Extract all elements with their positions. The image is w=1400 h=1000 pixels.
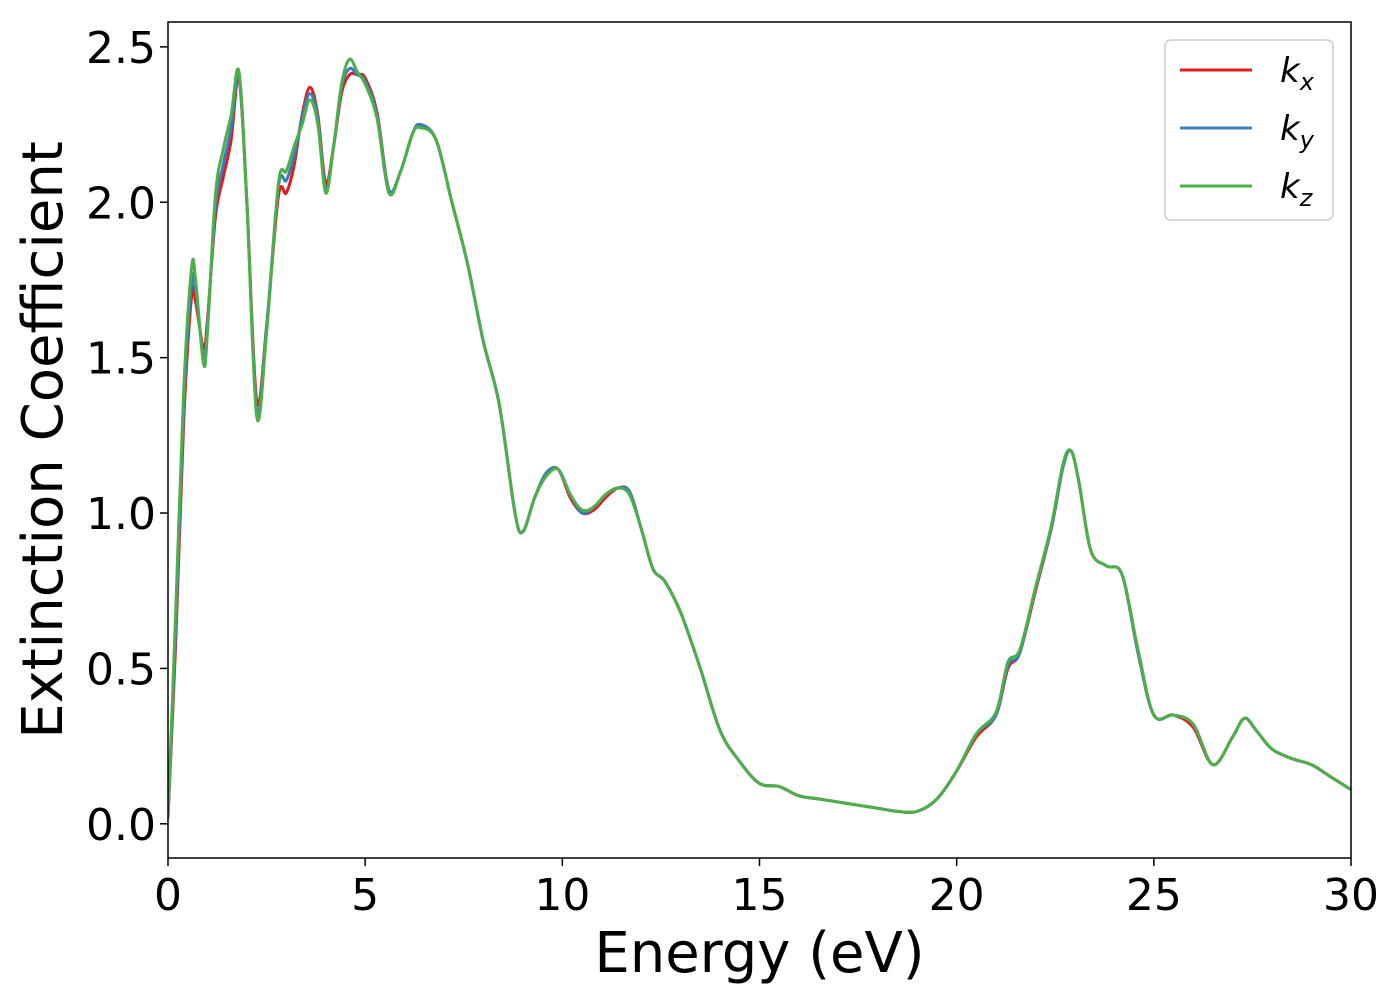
legend: kx ky kz	[1164, 39, 1334, 221]
x-axis-label: Energy (eV)	[594, 921, 924, 986]
legend-label: kx	[1280, 51, 1315, 96]
legend-label: kz	[1280, 167, 1314, 212]
y-tick-label: 0.5	[86, 644, 156, 695]
legend-item-kz: kz	[1180, 167, 1314, 212]
legend-label: ky	[1280, 109, 1315, 154]
legend-box	[1164, 39, 1334, 221]
legend-item-kx: kx	[1180, 51, 1315, 96]
y-tick-label: 1.0	[86, 489, 156, 540]
y-axis-label: Extinction Coefficient	[11, 141, 76, 739]
y-tick-label: 0.0	[86, 800, 156, 851]
legend-item-ky: ky	[1180, 109, 1315, 154]
x-tick-label: 25	[1126, 870, 1182, 921]
x-tick-label: 30	[1323, 870, 1379, 921]
y-tick-label: 1.5	[86, 334, 156, 385]
y-tick-label: 2.5	[86, 23, 156, 74]
y-axis-ticks: 0.0 0.5 1.0 1.5 2.0 2.5	[86, 23, 168, 851]
x-tick-label: 0	[154, 870, 182, 921]
series-lines	[168, 57, 1351, 820]
x-tick-label: 15	[732, 870, 788, 921]
x-tick-label: 5	[351, 870, 379, 921]
y-tick-label: 2.0	[86, 178, 156, 229]
series-line-kz	[168, 57, 1351, 820]
x-axis-ticks: 0 5 10 15 20 25 30	[154, 858, 1379, 921]
x-tick-label: 10	[534, 870, 590, 921]
x-tick-label: 20	[929, 870, 985, 921]
